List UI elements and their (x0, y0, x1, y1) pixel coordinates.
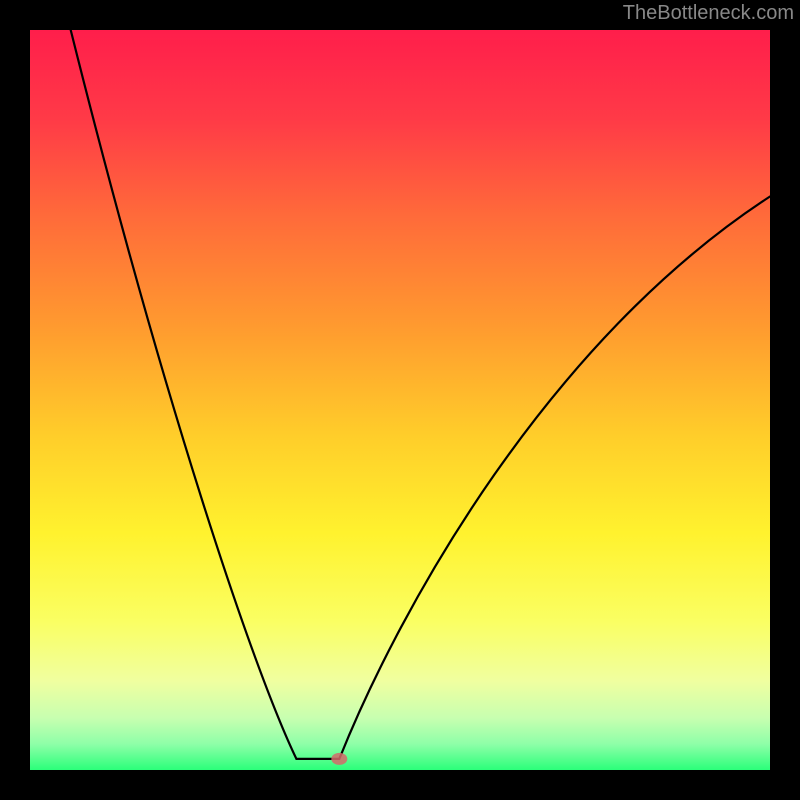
optimum-marker (331, 753, 347, 765)
chart-container (0, 0, 800, 800)
bottleneck-curve-chart (0, 0, 800, 800)
watermark-text: TheBottleneck.com (623, 2, 794, 25)
plot-background (30, 30, 770, 770)
